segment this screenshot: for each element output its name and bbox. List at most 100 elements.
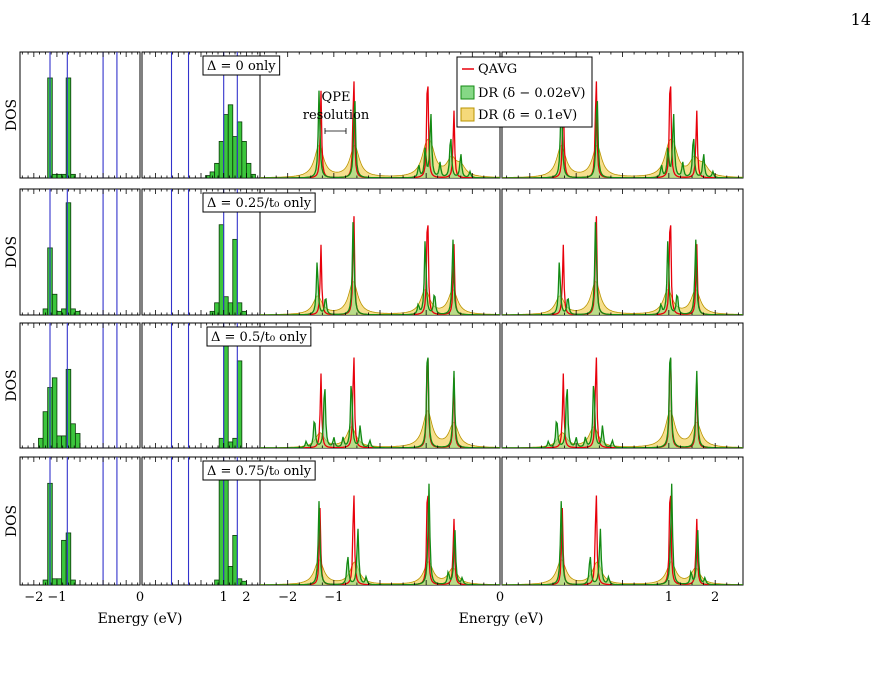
y-axis-label: DOS: [4, 369, 20, 401]
dos-curves: [260, 483, 500, 585]
histogram-bar: [236, 302, 243, 315]
histogram-bar: [227, 441, 234, 448]
histogram-bar: [218, 475, 225, 585]
histogram-bar: [236, 578, 243, 585]
histogram-left: [42, 189, 118, 315]
histogram-left: [42, 457, 118, 585]
histogram-bar: [214, 162, 220, 178]
panel-label: Δ = 0.25/t₀ only: [202, 192, 316, 213]
histogram-bar: [227, 302, 234, 315]
x-tick-label: −1: [324, 590, 343, 605]
dr-large-curve: [502, 138, 743, 178]
legend: QAVG DR (δ − 0.02eV) DR (δ = 0.1eV): [456, 56, 593, 128]
dr-small-fill: [502, 222, 743, 315]
x-tick-label: 0: [136, 590, 144, 605]
panel-4: Δ = 0.75/t₀ only DOS: [4, 456, 744, 586]
x-tick-label: −2: [24, 590, 43, 605]
histogram-bar: [56, 578, 62, 585]
panel-label: Δ = 0.5/t₀ only: [206, 326, 312, 347]
y-axis-label: DOS: [4, 236, 20, 268]
dos-curves: [260, 357, 500, 448]
histogram-bar: [51, 173, 58, 178]
histogram-bar: [205, 175, 211, 178]
histogram-bar: [223, 331, 229, 448]
histogram-bar: [241, 310, 247, 315]
qavg-curve: [502, 216, 743, 315]
hist-left-frame: [19, 322, 141, 449]
qavg-curve: [260, 216, 500, 315]
panel-label-box: [206, 326, 312, 347]
panel-3: Δ = 0.5/t₀ only DOS: [4, 322, 744, 449]
hist-left-frame: [19, 456, 141, 586]
histogram-bar: [56, 173, 62, 178]
dr-large-curve: [502, 410, 743, 448]
dos-curves: [502, 81, 743, 178]
x-tick-label: 2: [711, 590, 719, 605]
histogram-left: [38, 323, 118, 448]
panel-label-box: [202, 55, 281, 76]
resolution-label-line1: QPE: [322, 90, 351, 105]
histogram-bar: [56, 310, 62, 315]
dos-right-frame: [501, 188, 744, 316]
histogram-bar: [42, 411, 49, 448]
dr-large-curve: [260, 138, 500, 178]
histogram-bar: [214, 302, 220, 315]
histogram-bar: [218, 224, 225, 315]
panel-2: Δ = 0.25/t₀ only DOS: [4, 188, 744, 316]
dos-curves: [502, 483, 743, 585]
dos-curves: [260, 216, 500, 315]
histogram-bar: [70, 423, 76, 448]
x-axis-label-left: Energy (eV): [98, 611, 183, 627]
legend-qavg-label: QAVG: [478, 62, 517, 77]
histogram-bar: [232, 238, 238, 315]
dos-right-frame: [501, 322, 744, 449]
dr-small-curve: [502, 483, 743, 585]
histogram-right: [170, 323, 243, 448]
dr-small-fill: [260, 483, 500, 585]
histogram-bar: [250, 173, 256, 178]
histogram-bar: [223, 461, 229, 585]
legend-dr-small-label: DR (δ − 0.02eV): [478, 86, 586, 101]
histogram-bar: [65, 77, 72, 178]
histogram-bar: [61, 308, 67, 315]
histogram-bar: [70, 579, 76, 585]
page-number: 14: [850, 10, 871, 29]
x-tick-label: 1: [220, 590, 228, 605]
dr-small-curve: [502, 222, 743, 315]
dr-large-curve: [502, 280, 743, 315]
y-axis-label: DOS: [4, 99, 20, 131]
histogram-bar: [51, 377, 58, 448]
histogram-bar: [61, 539, 67, 585]
histogram-bar: [236, 121, 243, 178]
panel-label: Δ = 0 only: [202, 55, 281, 76]
qavg-curve: [260, 357, 500, 448]
dr-small-fill: [260, 90, 500, 178]
x-tick-label: 1: [665, 590, 673, 605]
qavg-curve: [502, 357, 743, 448]
histogram-bar: [56, 435, 62, 448]
histogram-bar: [236, 360, 243, 448]
dos-curves: [502, 216, 743, 315]
panel-label-box: [202, 460, 316, 481]
qavg-curve: [502, 495, 743, 585]
legend-dr-large-label: DR (δ = 0.1eV): [478, 108, 577, 123]
histogram-bar: [51, 293, 58, 315]
histogram-bar: [232, 136, 238, 178]
histogram-bar: [65, 368, 72, 448]
dr-small-curve: [502, 357, 743, 448]
histogram-bar: [70, 308, 76, 315]
dr-small-fill: [502, 357, 743, 448]
histogram-bar: [70, 173, 76, 178]
x-tick-label: −2: [278, 590, 297, 605]
dos-right-frame: [501, 456, 744, 586]
dr-small-curve: [260, 483, 500, 585]
histogram-bar: [245, 162, 252, 178]
legend-dr-large-swatch: [460, 107, 475, 122]
qavg-curve: [260, 495, 500, 585]
histogram-bar: [227, 104, 234, 178]
histogram-bar: [51, 578, 58, 585]
dr-small-fill: [502, 483, 743, 585]
x-tick-label: 2: [242, 590, 250, 605]
x-tick-label: −1: [47, 590, 66, 605]
panel-label-text: Δ = 0.75/t₀ only: [207, 464, 312, 479]
